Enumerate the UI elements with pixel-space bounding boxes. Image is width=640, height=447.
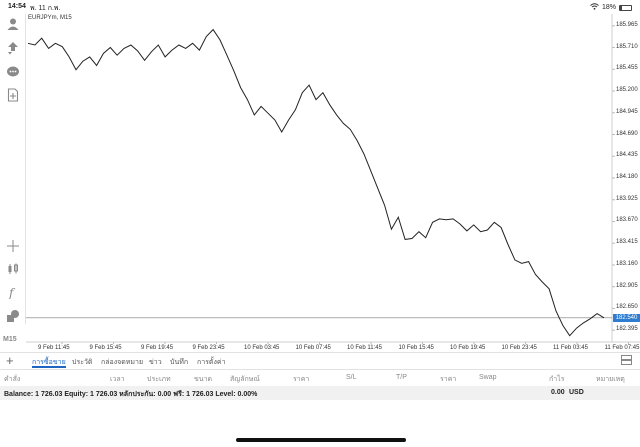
price-axis-label: 185.455: [616, 65, 638, 72]
time-axis-label: 10 Feb 15:45: [398, 345, 434, 351]
col-profit: กำไร: [549, 376, 565, 383]
trade-icon[interactable]: [5, 40, 21, 56]
active-tab-underline: [32, 366, 66, 368]
timeframe-label[interactable]: M15: [3, 336, 17, 343]
layout-icon[interactable]: [621, 355, 632, 367]
battery-level: [620, 5, 622, 10]
price-axis-label: 182.650: [616, 304, 638, 311]
time-axis-label: 9 Feb 11:45: [38, 345, 70, 351]
orders-table-header: คำสั่ง เวลา ประเภท ขนาด สัญลักษณ์ ราคา S…: [0, 374, 640, 384]
price-axis-label: 182.395: [616, 326, 638, 333]
svg-text:f: f: [8, 286, 16, 299]
col-price-current: ราคา: [440, 376, 457, 383]
col-price: ราคา: [293, 376, 310, 383]
price-chart[interactable]: EURJPYm, M15 185.965 185.710 185.455 185.20…: [26, 14, 640, 351]
time-axis-label: 11 Feb 03:45: [553, 345, 588, 351]
price-series-line: [27, 28, 605, 337]
price-axis-label: 183.160: [616, 260, 638, 267]
series-layer: [26, 25, 629, 344]
candles-icon[interactable]: [5, 261, 21, 277]
price-axis-label: 184.690: [616, 130, 638, 137]
price-axis-label: 184.180: [616, 174, 638, 180]
price-axis-label: 185.965: [616, 21, 638, 28]
chart-canvas[interactable]: [26, 14, 640, 344]
time-axis-label: 9 Feb 19:45: [141, 345, 174, 351]
col-time: เวลา: [110, 376, 125, 383]
time-axis-label: 10 Feb 11:45: [347, 345, 382, 351]
time-axis-label: 11 Feb 07:45: [604, 345, 640, 351]
time-axis-label: 10 Feb 19:45: [450, 345, 486, 351]
add-icon[interactable]: +: [6, 353, 14, 368]
status-bar: 14:54 พ. 11 ก.พ. 18%: [0, 0, 640, 14]
left-toolbar: f M15: [0, 14, 26, 343]
crosshair-icon[interactable]: [5, 238, 21, 254]
tab-news[interactable]: ข่าว: [149, 359, 162, 366]
terminal-tabs: + การซื้อขาย ประวัติ กล่องจดหมาย ข่าว บั…: [0, 354, 640, 368]
price-axis-label: 183.925: [616, 195, 638, 202]
time-axis-label: 10 Feb 23:45: [501, 345, 537, 351]
col-comment: หมายเหตุ: [596, 376, 625, 383]
time-axis-label: 9 Feb 23:45: [192, 345, 225, 351]
chat-icon[interactable]: [5, 64, 21, 80]
price-axis-label: 182.905: [616, 282, 638, 289]
col-tp: T/P: [396, 374, 407, 381]
wifi-icon: [590, 3, 599, 12]
price-axis-label: 184.435: [616, 152, 638, 159]
new-order-icon[interactable]: [5, 87, 21, 103]
col-type: ประเภท: [147, 376, 171, 383]
objects-icon[interactable]: [5, 308, 21, 324]
battery-icon: [619, 4, 632, 11]
price-axis-label: 183.415: [616, 239, 638, 246]
price-axis-label: 183.670: [616, 217, 638, 224]
header-divider: [0, 369, 640, 370]
status-time: 14:54: [8, 3, 26, 10]
status-date: พ. 11 ก.พ.: [30, 5, 61, 12]
col-order: คำสั่ง: [4, 376, 21, 383]
time-axis-label: 10 Feb 07:45: [295, 345, 331, 351]
chart-symbol: EURJPYm, M15: [28, 15, 72, 21]
balance-summary: Balance: 1 726.03 Equity: 1 726.03 หลักป…: [4, 391, 258, 398]
tabs-divider: [0, 352, 640, 353]
col-swap: Swap: [479, 374, 497, 381]
balance-row: Balance: 1 726.03 Equity: 1 726.03 หลักป…: [0, 386, 640, 400]
price-axis-label: 184.945: [616, 108, 638, 115]
col-symbol: สัญลักษณ์: [230, 376, 260, 383]
price-axis-label: 185.200: [616, 87, 638, 94]
account-currency: USD: [569, 389, 584, 396]
battery-percent: 18%: [601, 4, 616, 11]
total-profit: 0.00: [551, 389, 565, 396]
tab-settings[interactable]: การตั้งค่า: [197, 359, 226, 366]
col-sl: S/L: [346, 374, 357, 381]
col-size: ขนาด: [194, 376, 213, 383]
status-indicators: 18%: [590, 3, 632, 12]
time-axis-label: 9 Feb 15:45: [89, 345, 122, 351]
home-indicator[interactable]: [236, 438, 406, 442]
tab-history[interactable]: ประวัติ: [72, 359, 93, 366]
account-icon[interactable]: [5, 16, 21, 32]
tab-mailbox[interactable]: กล่องจดหมาย: [101, 359, 144, 366]
tab-trade[interactable]: การซื้อขาย: [32, 359, 66, 366]
price-axis-label: 185.710: [616, 43, 638, 50]
current-price-tag: 182.540: [613, 313, 640, 322]
tab-journal[interactable]: บันทึก: [170, 359, 189, 366]
time-axis-label: 10 Feb 03:45: [244, 345, 280, 351]
function-icon[interactable]: f: [5, 284, 21, 300]
